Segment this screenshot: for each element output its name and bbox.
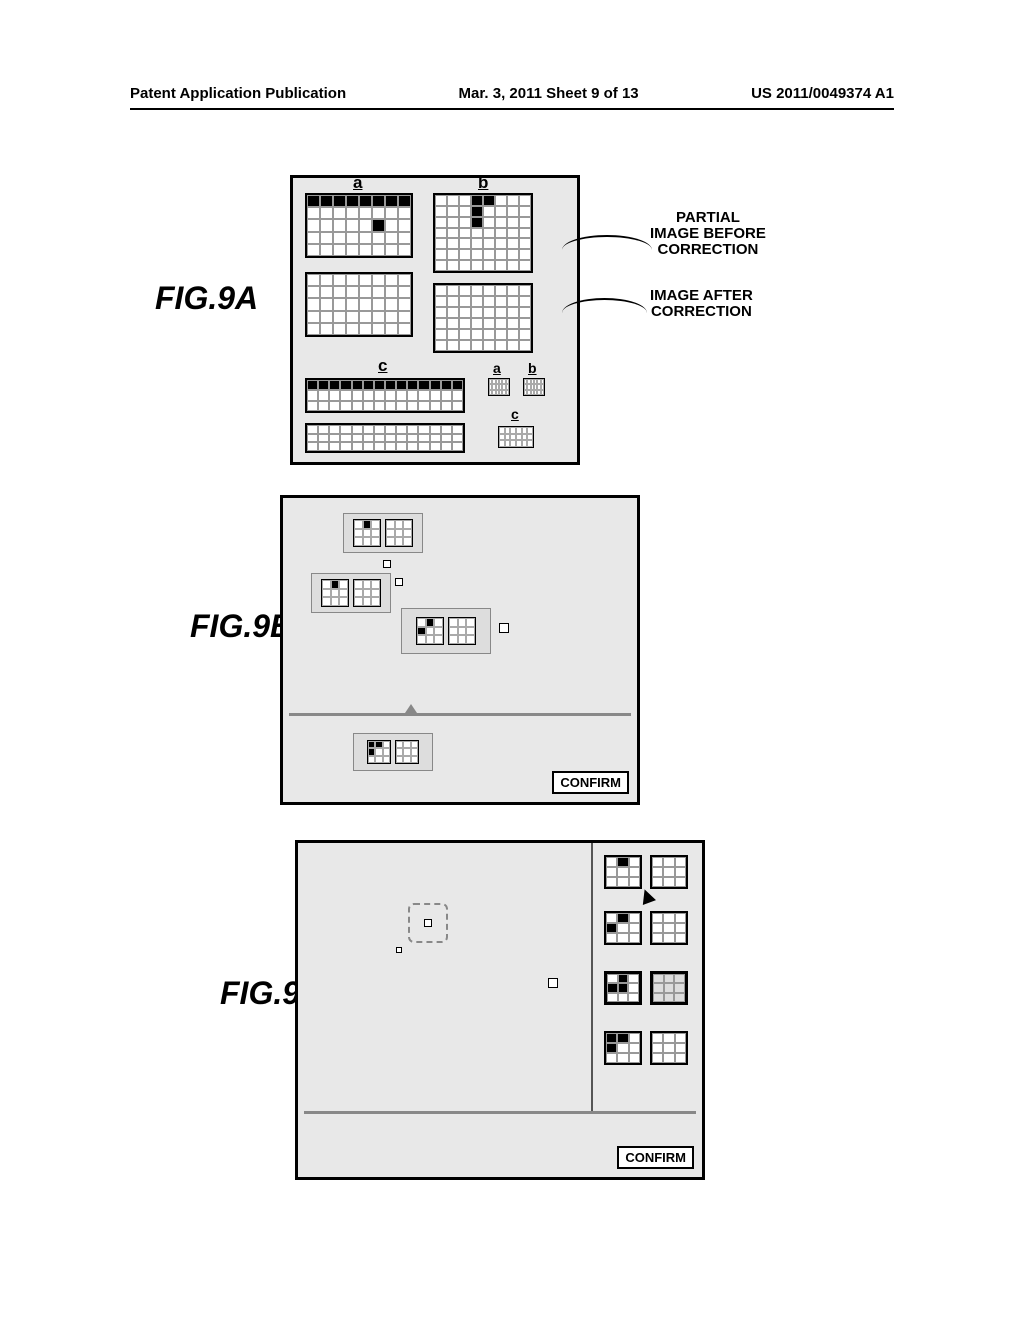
annotation-before: PARTIAL IMAGE BEFORE CORRECTION (650, 210, 766, 257)
mark-2 (395, 578, 403, 586)
sidebar-row-3 (604, 971, 688, 1005)
mini-a (488, 378, 510, 396)
panel-b-divider (289, 713, 631, 716)
marquee-center (424, 919, 432, 927)
patent-header: Patent Application Publication Mar. 3, 2… (130, 85, 894, 102)
header-right: US 2011/0049374 A1 (751, 85, 894, 102)
panel-c-sidebar (594, 843, 702, 1111)
triangle-indicator (403, 704, 419, 716)
label-a: a (353, 173, 362, 193)
pair-bottom (353, 733, 433, 771)
cursor-arrow-icon (638, 887, 656, 905)
mini-label-b: b (528, 360, 537, 376)
grid-b-after (433, 283, 533, 353)
panel-c-divider (304, 1111, 696, 1114)
label-c: c (378, 356, 387, 376)
mini-label-a: a (493, 360, 501, 376)
pair-2 (311, 573, 391, 613)
header-center: Mar. 3, 2011 Sheet 9 of 13 (459, 85, 639, 102)
grid-c-before (305, 378, 465, 413)
confirm-button-c[interactable]: CONFIRM (617, 1146, 694, 1169)
mark-1 (383, 560, 391, 568)
annotation-after: IMAGE AFTER CORRECTION (650, 288, 753, 320)
marquee-corner (396, 947, 402, 953)
panel-c-main (298, 843, 593, 1111)
grid-a-after (305, 272, 413, 337)
figure-label-9b: FIG.9B (190, 608, 293, 645)
mini-b (523, 378, 545, 396)
mini-label-c: c (511, 406, 519, 422)
grid-a-before (305, 193, 413, 258)
label-b: b (478, 173, 488, 193)
sidebar-row-2 (604, 911, 688, 945)
mini-c (498, 426, 534, 448)
sidebar-row-4 (604, 1031, 688, 1065)
panel-9a: a b c a b c (290, 175, 580, 465)
leader-line-before (562, 235, 652, 265)
figure-label-9a: FIG.9A (155, 280, 258, 317)
confirm-button[interactable]: CONFIRM (552, 771, 629, 794)
header-left: Patent Application Publication (130, 85, 346, 102)
leader-line-after (562, 298, 647, 328)
sidebar-row-1 (604, 855, 688, 889)
pair-3 (401, 608, 491, 654)
cursor-icon (499, 623, 509, 633)
grid-c-after (305, 423, 465, 453)
panel-9b: CONFIRM (280, 495, 640, 805)
cursor-c-icon (548, 978, 558, 988)
pair-1 (343, 513, 423, 553)
panel-9c: CONFIRM (295, 840, 705, 1180)
header-rule (130, 108, 894, 110)
grid-b-before (433, 193, 533, 273)
